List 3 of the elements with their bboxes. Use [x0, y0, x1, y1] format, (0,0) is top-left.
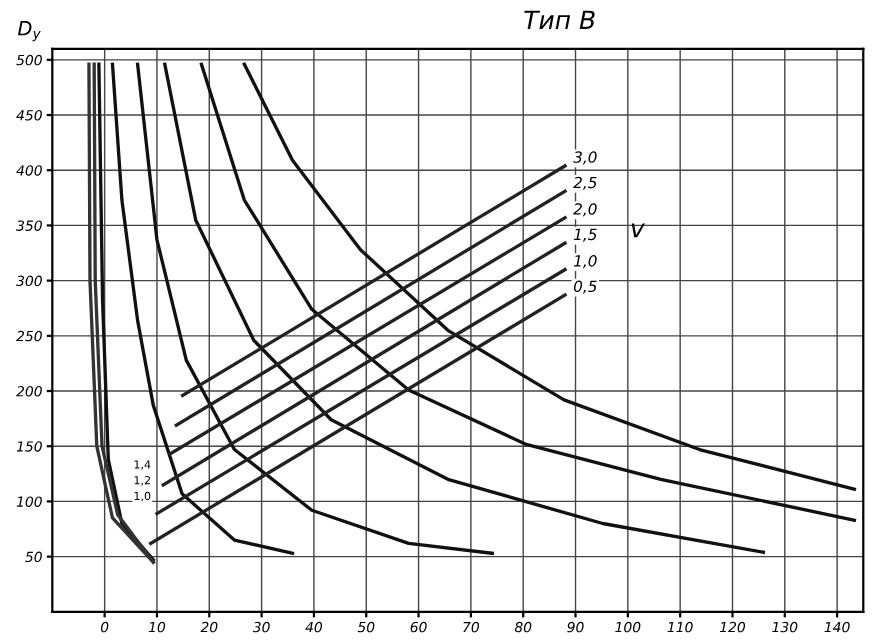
legend-title: v — [631, 223, 646, 238]
y-axis-title: D$_{y}$ — [17, 21, 41, 42]
chart-title: Тип В — [524, 10, 595, 29]
